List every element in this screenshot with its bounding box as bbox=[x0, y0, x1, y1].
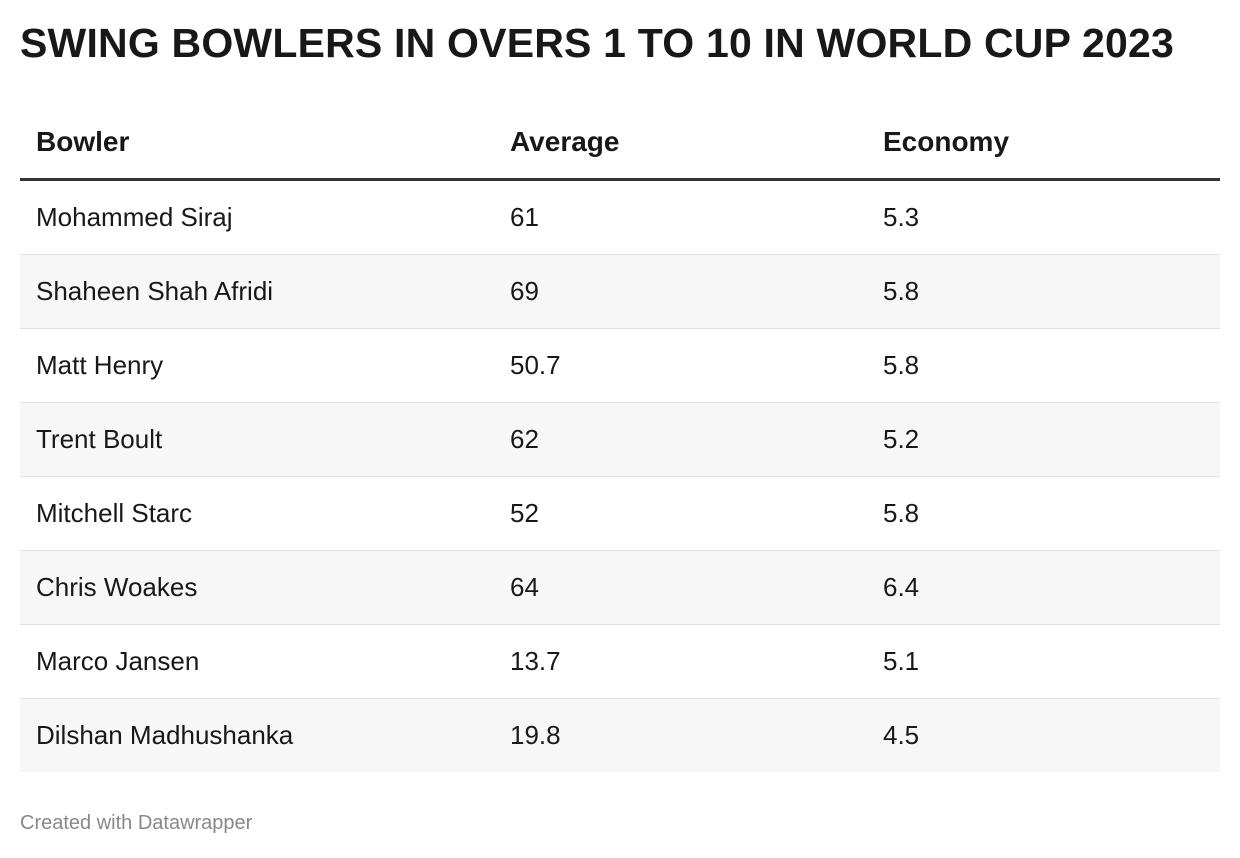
table-row: Mitchell Starc 52 5.8 bbox=[20, 476, 1220, 551]
cell-average: 62 bbox=[494, 402, 867, 477]
data-table: Bowler Average Economy Mohammed Siraj 61 5… bbox=[20, 106, 1220, 772]
cell-economy: 6.4 bbox=[867, 550, 1220, 625]
table-row: Matt Henry 50.7 5.8 bbox=[20, 328, 1220, 403]
cell-bowler: Trent Boult bbox=[20, 402, 494, 477]
column-header-average[interactable]: Average bbox=[494, 106, 867, 181]
cell-bowler: Shaheen Shah Afridi bbox=[20, 254, 494, 329]
header-row: Bowler Average Economy bbox=[20, 106, 1220, 181]
cell-average: 64 bbox=[494, 550, 867, 625]
cell-average: 69 bbox=[494, 254, 867, 329]
cell-bowler: Chris Woakes bbox=[20, 550, 494, 625]
column-header-economy[interactable]: Economy bbox=[867, 106, 1220, 181]
cell-bowler: Dilshan Madhushanka bbox=[20, 698, 494, 772]
cell-economy: 5.8 bbox=[867, 328, 1220, 403]
cell-bowler: Mitchell Starc bbox=[20, 476, 494, 551]
cell-bowler: Marco Jansen bbox=[20, 624, 494, 699]
table-row: Trent Boult 62 5.2 bbox=[20, 402, 1220, 477]
cell-economy: 5.8 bbox=[867, 476, 1220, 551]
table-row: Mohammed Siraj 61 5.3 bbox=[20, 180, 1220, 255]
cell-economy: 5.8 bbox=[867, 254, 1220, 329]
attribution: Created with Datawrapper bbox=[20, 812, 253, 834]
cell-average: 19.8 bbox=[494, 698, 867, 772]
cell-average: 50.7 bbox=[494, 328, 867, 403]
cell-economy: 5.2 bbox=[867, 402, 1220, 477]
column-header-bowler[interactable]: Bowler bbox=[20, 106, 494, 181]
chart-title: SWING BOWLERS IN OVERS 1 TO 10 IN WORLD … bbox=[20, 20, 1175, 66]
table-row: Chris Woakes 64 6.4 bbox=[20, 550, 1220, 625]
cell-average: 61 bbox=[510, 202, 539, 232]
cell-average: 13.7 bbox=[494, 624, 867, 699]
cell-economy: 4.5 bbox=[867, 698, 1220, 772]
cell-average: 52 bbox=[494, 476, 867, 551]
cell-bowler: Mohammed Siraj bbox=[36, 202, 233, 232]
table-row: Shaheen Shah Afridi 69 5.8 bbox=[20, 254, 1220, 329]
table-row: Marco Jansen 13.7 5.1 bbox=[20, 624, 1220, 699]
table-row: Dilshan Madhushanka 19.8 4.5 bbox=[20, 698, 1220, 772]
cell-economy: 5.1 bbox=[867, 624, 1220, 699]
cell-economy: 5.3 bbox=[883, 202, 920, 232]
cell-bowler: Matt Henry bbox=[20, 328, 494, 403]
